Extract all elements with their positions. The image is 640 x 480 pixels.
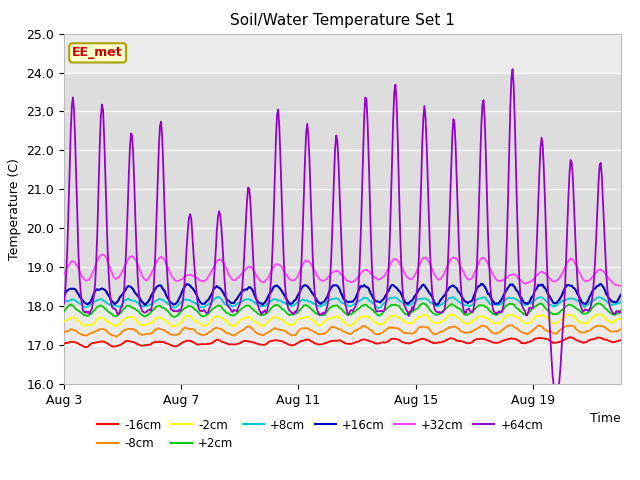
X-axis label: Time: Time — [590, 412, 621, 425]
Y-axis label: Temperature (C): Temperature (C) — [8, 158, 21, 260]
Bar — [64, 72, 621, 306]
Title: Soil/Water Temperature Set 1: Soil/Water Temperature Set 1 — [230, 13, 455, 28]
Legend: -16cm, -8cm, -2cm, +2cm, +8cm, +16cm, +32cm, +64cm: -16cm, -8cm, -2cm, +2cm, +8cm, +16cm, +3… — [92, 414, 548, 455]
Text: EE_met: EE_met — [72, 47, 123, 60]
